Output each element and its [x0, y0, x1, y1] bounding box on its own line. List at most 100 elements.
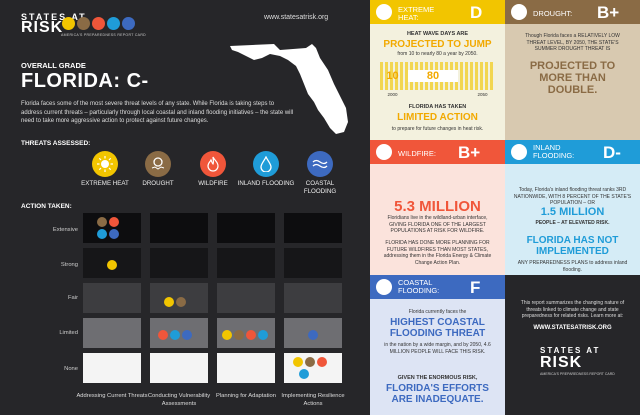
drought-icon: [305, 357, 315, 367]
action-cell: [150, 353, 208, 383]
wave-icon: [376, 279, 392, 295]
summary-url[interactable]: WWW.STATESATRISK.ORG: [533, 325, 612, 331]
threat-inland-flooding: INLAND FLOODING: [236, 151, 296, 188]
water-drop-icon: [107, 17, 120, 30]
drought-icon: [77, 17, 90, 30]
coastal-headline2: FLORIDA'S EFFORTS ARE INADEQUATE.: [386, 383, 489, 405]
coastal-text2: GIVEN THE ENORMOUS RISK,: [397, 375, 478, 381]
flame-icon: [109, 217, 119, 227]
threat-label: INLAND FLOODING: [237, 180, 295, 187]
drought-icon: [234, 330, 244, 340]
threat-label: COASTAL FLOODING: [303, 180, 337, 195]
inland-headline: 1.5 MILLION: [540, 206, 605, 218]
right-panel: EXTREME HEAT: D HEAT WAVE DAYS ARE PROJE…: [370, 0, 640, 415]
sun-icon: [62, 17, 75, 30]
action-level-label: Strong: [60, 262, 78, 268]
action-cell: [284, 248, 342, 278]
threat-label: EXTREME HEAT: [81, 180, 129, 187]
drought-text: Though Florida faces a RELATIVELY LOW TH…: [525, 33, 620, 52]
summary-logo-risk: RISK: [540, 354, 583, 371]
water-drop-icon: [299, 369, 309, 379]
flame-icon: [376, 144, 392, 160]
panel-grade: B+: [458, 143, 481, 162]
drought-icon: [97, 217, 107, 227]
flame-icon: [200, 151, 226, 177]
sun-icon: [107, 260, 117, 270]
logo-threat-icons: [62, 17, 135, 30]
action-cell: [284, 353, 342, 383]
action-cell: [217, 353, 275, 383]
panel-title: DROUGHT:: [533, 9, 573, 18]
inland-sub: PEOPLE – AT ELEVATED RISK.: [535, 220, 610, 226]
panel-wildfire: WILDFIRE: B+ 5.3 MILLION Floridians live…: [370, 140, 505, 275]
action-level-label: Extensive: [52, 227, 78, 233]
action-heading: ACTION TAKEN:: [21, 203, 72, 210]
water-drop-icon: [253, 151, 279, 177]
action-cell: [284, 213, 342, 243]
wave-icon: [109, 229, 119, 239]
action-cell: [284, 283, 342, 313]
action-cell: [150, 318, 208, 348]
page-title: FLORIDA: C-: [21, 70, 149, 92]
panel-title: WILDFIRE:: [398, 149, 436, 158]
action-cell: [83, 248, 141, 278]
summary-logo-title: STATES AT: [540, 346, 601, 355]
action-cell: [83, 318, 141, 348]
action-cell: [150, 248, 208, 278]
panel-inland-flooding: INLAND FLOODING: D- Today, Florida's inl…: [505, 140, 640, 275]
heat-sub: from 10 to nearly 80 a year by 2050.: [397, 51, 478, 57]
action-level-label: None: [64, 366, 78, 372]
wave-icon: [122, 17, 135, 30]
wildfire-text: Floridians live in the wildland-urban in…: [387, 215, 488, 234]
action-cell: [150, 283, 208, 313]
heat-value-a: 10: [386, 70, 399, 82]
summary-text: This report summarizes the changing natu…: [520, 300, 625, 319]
summary-logo-subtitle: AMERICA'S PREPAREDNESS REPORT CARD: [540, 372, 615, 376]
panel-header: [370, 275, 505, 299]
heat-lead: HEAT WAVE DAYS ARE: [406, 31, 469, 37]
action-cell: [217, 213, 275, 243]
water-drop-icon: [258, 330, 268, 340]
water-drop-icon: [170, 330, 180, 340]
panel-title: EXTREME HEAT:: [398, 5, 435, 22]
heat-headline: PROJECTED TO JUMP: [383, 39, 492, 50]
threats-heading: THREATS ASSESSED:: [21, 140, 91, 147]
action-level-label: Limited: [59, 330, 78, 336]
panel-grade: F: [470, 278, 481, 297]
flame-icon: [246, 330, 256, 340]
threat-drought: DROUGHT: [128, 151, 188, 188]
heat-sub2: to prepare for future changes in heat ri…: [391, 126, 484, 132]
inland-sub2: ANY PREPAREDNESS PLANS to address inland…: [517, 260, 628, 273]
florida-map-icon: [230, 44, 348, 134]
wave-icon: [308, 330, 318, 340]
action-cell: [217, 283, 275, 313]
action-cell: [83, 353, 141, 383]
heat-year-b: 2050: [477, 92, 488, 97]
sun-icon: [293, 357, 303, 367]
threat-wildfire: WILDFIRE: [183, 151, 243, 188]
panel-header: [370, 140, 505, 164]
threat-coastal-flooding: COASTAL FLOODING: [290, 151, 350, 196]
panel-grade: D: [470, 3, 483, 22]
coastal-text: Florida currently faces the: [408, 309, 467, 315]
logo-risk: RISK: [21, 19, 64, 36]
heat-value-b: 80: [408, 70, 458, 82]
flame-icon: [158, 330, 168, 340]
action-cell: [284, 318, 342, 348]
drought-icon: [511, 4, 527, 20]
website-link[interactable]: www.statesatrisk.org: [264, 14, 329, 21]
coastal-sub: in the nation by a wide margin, and by 2…: [384, 342, 491, 355]
wave-icon: [182, 330, 192, 340]
flame-icon: [317, 357, 327, 367]
coastal-headline: HIGHEST COASTAL FLOODING THREAT: [389, 317, 486, 339]
panel-extreme-heat: EXTREME HEAT: D HEAT WAVE DAYS ARE PROJE…: [370, 0, 505, 140]
sun-icon: [222, 330, 232, 340]
inland-text: Today, Florida's inland flooding threat …: [513, 187, 632, 206]
heat-year-a: 2000: [387, 92, 398, 97]
action-column-label: Addressing Current Threats: [76, 393, 148, 399]
panel-drought: DROUGHT: B+ Though Florida faces a RELAT…: [505, 0, 640, 140]
heat-headline2: LIMITED ACTION: [397, 112, 478, 123]
sun-icon: [92, 151, 118, 177]
action-cell: [150, 213, 208, 243]
intro-text: Florida faces some of the most severe th…: [21, 101, 294, 124]
